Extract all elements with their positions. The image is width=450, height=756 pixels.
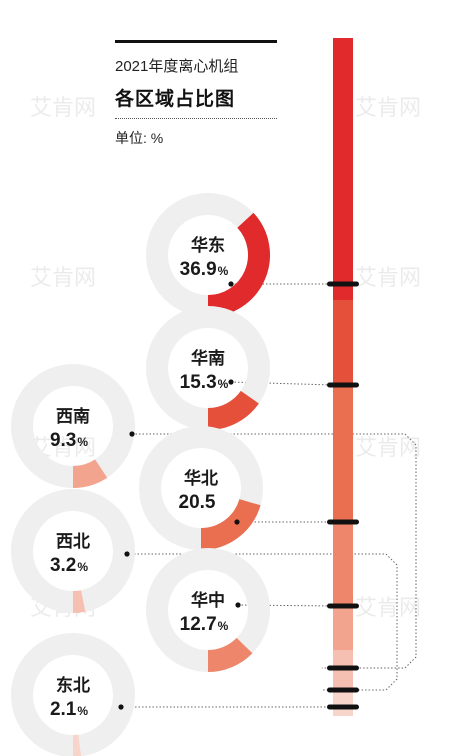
bar-segment [333,690,353,716]
connector-line [132,433,417,669]
donut-5: 华中 12.7% [146,548,270,672]
percent-sign: % [77,560,88,574]
donut-track [11,489,135,613]
bar-segment [333,522,353,606]
bar-tick [327,704,359,710]
connector-dot [124,551,130,557]
bar-tick [327,281,359,287]
connector-dot [129,431,135,437]
donut-6: 东北 2.1% [11,633,135,756]
percent-sign: % [218,377,229,391]
chart-subtitle: 2021年度离心机组 [115,58,239,75]
header-rule [115,40,277,43]
value-label: 2.1% [50,699,88,720]
value-label: 20.5 [179,492,216,513]
connector-dot [118,704,124,710]
connector-dot [234,519,240,525]
donut-slice [207,637,253,672]
percent-sign: % [77,435,88,449]
connector-line [230,381,334,386]
region-label: 华中 [191,590,225,610]
watermark-text: 艾肯网 [30,96,96,121]
bar-tick [327,382,359,388]
header-dotted-rule [115,118,277,119]
donut-track [11,633,135,756]
value-label: 15.3% [180,372,229,393]
bar-segment [333,606,353,650]
bar-tick [327,519,359,525]
donut-4: 西北 3.2% [11,489,135,613]
value-label: 3.2% [50,555,88,576]
region-label: 华北 [184,468,218,488]
watermark-text: 艾肯网 [355,436,421,461]
donut-0: 华东 36.9% [146,193,270,317]
bar-tick [327,687,359,693]
donut-track [11,364,135,488]
value-label: 12.7% [180,614,229,635]
percent-sign: % [77,704,88,718]
unit-label: 单位: % [115,130,164,146]
percent-sign: % [218,619,229,633]
bar-segment [333,38,353,300]
donut-group: 华东 36.9% 华南 15.3% 西南 9.3% 华北 20.5 西北 3.2% 华中 12.7% 东… [11,193,270,756]
connector-dot [228,281,234,287]
connector-dot [228,379,234,385]
chart-title: 各区域占比图 [115,89,236,110]
donut-slice [207,390,259,430]
region-label: 东北 [56,675,90,695]
donut-slice [200,498,261,550]
region-label: 华南 [191,348,225,368]
watermark-text: 艾肯网 [30,266,96,291]
bar-tick [327,665,359,671]
watermark-text: 艾肯网 [355,96,421,121]
donut-slice [207,212,270,317]
stacked-bar [327,38,359,716]
percent-sign: % [218,264,229,278]
region-label: 西南 [56,406,90,426]
watermark-text: 艾肯网 [355,266,421,291]
region-label: 华东 [191,235,225,255]
connector-dot [235,602,241,608]
bar-segment [333,385,353,522]
value-label: 9.3% [50,430,88,451]
watermark-text: 艾肯网 [355,596,421,621]
bar-tick [327,603,359,609]
donut-1: 华南 15.3% [146,306,270,430]
connector-lines [121,283,417,708]
donut-slice [72,459,108,488]
bar-segment [333,300,353,385]
donut-slice [72,590,86,613]
donut-3: 华北 20.5 [139,426,263,550]
value-label: 36.9% [180,259,229,280]
region-label: 西北 [56,532,90,551]
donut-2: 西南 9.3% [11,364,135,488]
